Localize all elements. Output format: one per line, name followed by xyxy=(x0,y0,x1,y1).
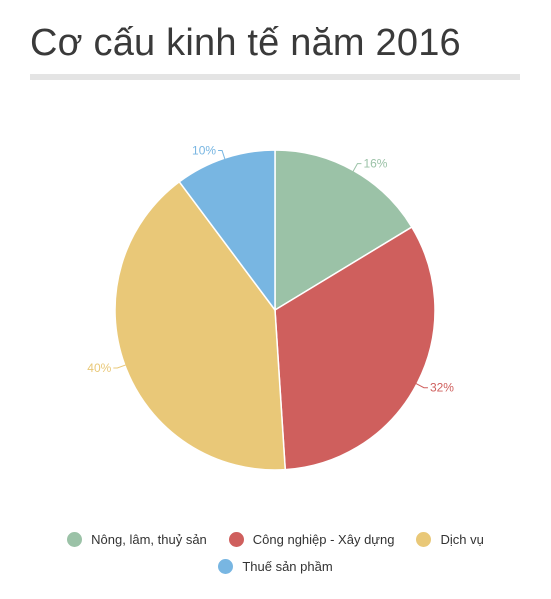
legend-swatch-1 xyxy=(67,532,83,547)
legend-item-1[interactable]: Nông, lâm, thuỷ sản xyxy=(67,532,207,547)
slice-value-label-3: 40% xyxy=(87,361,111,375)
title-divider xyxy=(30,74,520,80)
legend-swatch-3 xyxy=(416,532,432,547)
legend-swatch-4 xyxy=(218,559,234,574)
slice-value-label-2: 32% xyxy=(430,381,454,395)
pie-chart: 16% 32% 40% 10% xyxy=(87,144,454,471)
slice-leader-line-3 xyxy=(113,364,127,369)
page-title: Cơ cấu kinh tế năm 2016 xyxy=(30,22,461,64)
legend-label-4: Thuế sản phầm xyxy=(242,559,333,574)
slice-value-label-1: 16% xyxy=(363,157,387,171)
legend-label-2: Công nghiệp - Xây dựng xyxy=(252,532,395,547)
slice-leader-line-4 xyxy=(218,150,226,161)
legend-item-4[interactable]: Thuế sản phầm xyxy=(218,559,333,574)
slice-value-label-4: 10% xyxy=(192,144,216,158)
legend-item-2[interactable]: Công nghiệp - Xây dựng xyxy=(228,532,395,547)
slice-leader-line-1 xyxy=(352,163,362,173)
legend-item-3[interactable]: Dịch vụ xyxy=(416,532,484,547)
chart-legend: Nông, lâm, thuỷ sản Công nghiệp - Xây dựn… xyxy=(0,532,551,574)
legend-label-3: Dịch vụ xyxy=(440,532,484,547)
legend-swatch-2 xyxy=(228,532,244,547)
legend-label-1: Nông, lâm, thuỷ sản xyxy=(91,532,207,547)
slice-leader-line-2 xyxy=(414,382,428,389)
